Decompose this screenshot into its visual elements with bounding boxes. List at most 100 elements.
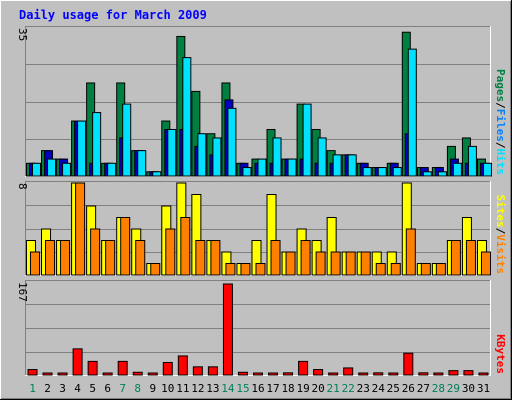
kbytes-bar: [132, 371, 143, 376]
pages-bar: [482, 162, 492, 177]
sites-bar: [90, 228, 101, 276]
pages-bar: [242, 167, 252, 177]
sites-bar: [195, 240, 206, 276]
sites-bar: [60, 240, 71, 276]
visits-panel-series-legend: Sites/Visits: [494, 195, 507, 275]
kbytes-bar: [373, 372, 384, 376]
pages-bar: [422, 171, 432, 177]
x-tick-label: 12: [191, 382, 204, 395]
kbytes-bar: [478, 372, 489, 376]
sites-bar: [390, 263, 401, 276]
sites-bar: [345, 251, 356, 276]
pages-bar: [272, 137, 282, 177]
x-tick-label: 4: [74, 382, 81, 395]
sites-bar: [210, 240, 221, 276]
sites-bar: [270, 240, 281, 276]
visits-panel-ymax-label: 8: [16, 183, 29, 190]
pages-bar: [257, 158, 267, 177]
kbytes-bar: [102, 372, 113, 376]
visits-panel: 8 Sites/Visits: [16, 181, 507, 276]
pages-bar: [77, 120, 87, 177]
x-tick-label: 15: [236, 382, 249, 395]
kbytes-panel-series-legend: KBytes: [494, 334, 507, 374]
x-tick-label: 21: [327, 382, 340, 395]
legend-kbytes: KBytes: [494, 334, 507, 374]
x-tick-label: 3: [59, 382, 66, 395]
x-tick-label: 6: [104, 382, 111, 395]
x-tick-label: 22: [342, 382, 355, 395]
sites-bar: [420, 263, 431, 276]
legend-sites: Sites: [494, 195, 507, 228]
x-tick-label: 28: [432, 382, 445, 395]
x-tick-label: 17: [266, 382, 279, 395]
kbytes-bar: [403, 352, 414, 376]
kbytes-panel-ymax-label: 167: [16, 282, 29, 302]
x-tick-label: 20: [312, 382, 325, 395]
kbytes-bar: [283, 372, 294, 376]
kbytes-bar: [87, 360, 98, 376]
kbytes-bar: [463, 370, 474, 376]
kbytes-bar: [42, 372, 53, 376]
x-tick-label: 29: [447, 382, 460, 395]
sites-bar: [255, 263, 266, 276]
sites-bar: [480, 251, 491, 276]
pages-bar: [167, 128, 177, 177]
kbytes-bar: [388, 372, 399, 376]
legend-separator: /: [494, 228, 507, 235]
kbytes-bar: [72, 348, 83, 376]
pages-bar: [62, 162, 72, 177]
kbytes-bar: [177, 355, 188, 376]
pages-bar: [347, 154, 357, 177]
kbytes-bar: [268, 372, 279, 376]
kbytes-bar: [192, 366, 203, 376]
x-tick-label: 25: [387, 382, 400, 395]
kbytes-bar: [448, 370, 459, 376]
x-tick-label: 27: [417, 382, 430, 395]
pages-bar: [452, 162, 462, 177]
sites-bar: [450, 240, 461, 276]
kbytes-bar: [313, 369, 324, 376]
kbytes-bar: [343, 367, 354, 376]
sites-bar: [300, 240, 311, 276]
kbytes-bar: [27, 369, 38, 376]
pages-bar: [392, 167, 402, 177]
kbytes-panel: 167 KBytes: [16, 280, 507, 376]
pages-bar: [32, 162, 41, 177]
sites-bar: [330, 251, 341, 276]
legend-visits: Visits: [494, 234, 507, 274]
chart-title: Daily usage for March 2009: [19, 8, 207, 22]
kbytes-bar: [433, 372, 444, 376]
sites-bar: [240, 263, 251, 276]
pages-bar: [437, 171, 447, 177]
pages-bar: [197, 133, 207, 177]
pages-bar: [47, 158, 57, 177]
pages-bar: [302, 103, 312, 177]
x-tick-label: 2: [44, 382, 51, 395]
kbytes-bar: [298, 360, 309, 376]
kbytes-bar: [237, 371, 248, 376]
pages-bar: [137, 150, 147, 177]
kbytes-bar: [162, 361, 173, 376]
pages-bar: [287, 158, 297, 177]
pages-bar: [227, 107, 237, 177]
sites-bar: [120, 217, 131, 276]
pages-bar: [467, 145, 477, 177]
sites-bar: [285, 251, 296, 276]
sites-bar: [30, 251, 40, 276]
legend-separator: /: [494, 102, 507, 109]
sites-bar: [105, 240, 116, 276]
hits-panel-ymax-label: 35: [16, 28, 29, 41]
sites-bar: [465, 240, 476, 276]
legend-pages: Pages: [494, 69, 507, 102]
legend-hits: Hits: [494, 149, 507, 176]
sites-bar: [375, 263, 386, 276]
sites-bar: [315, 251, 326, 276]
x-tick-label: 7: [119, 382, 126, 395]
kbytes-bar: [252, 372, 263, 376]
kbytes-bar: [207, 366, 218, 376]
sites-bar: [165, 228, 176, 276]
pages-bar: [332, 154, 342, 177]
